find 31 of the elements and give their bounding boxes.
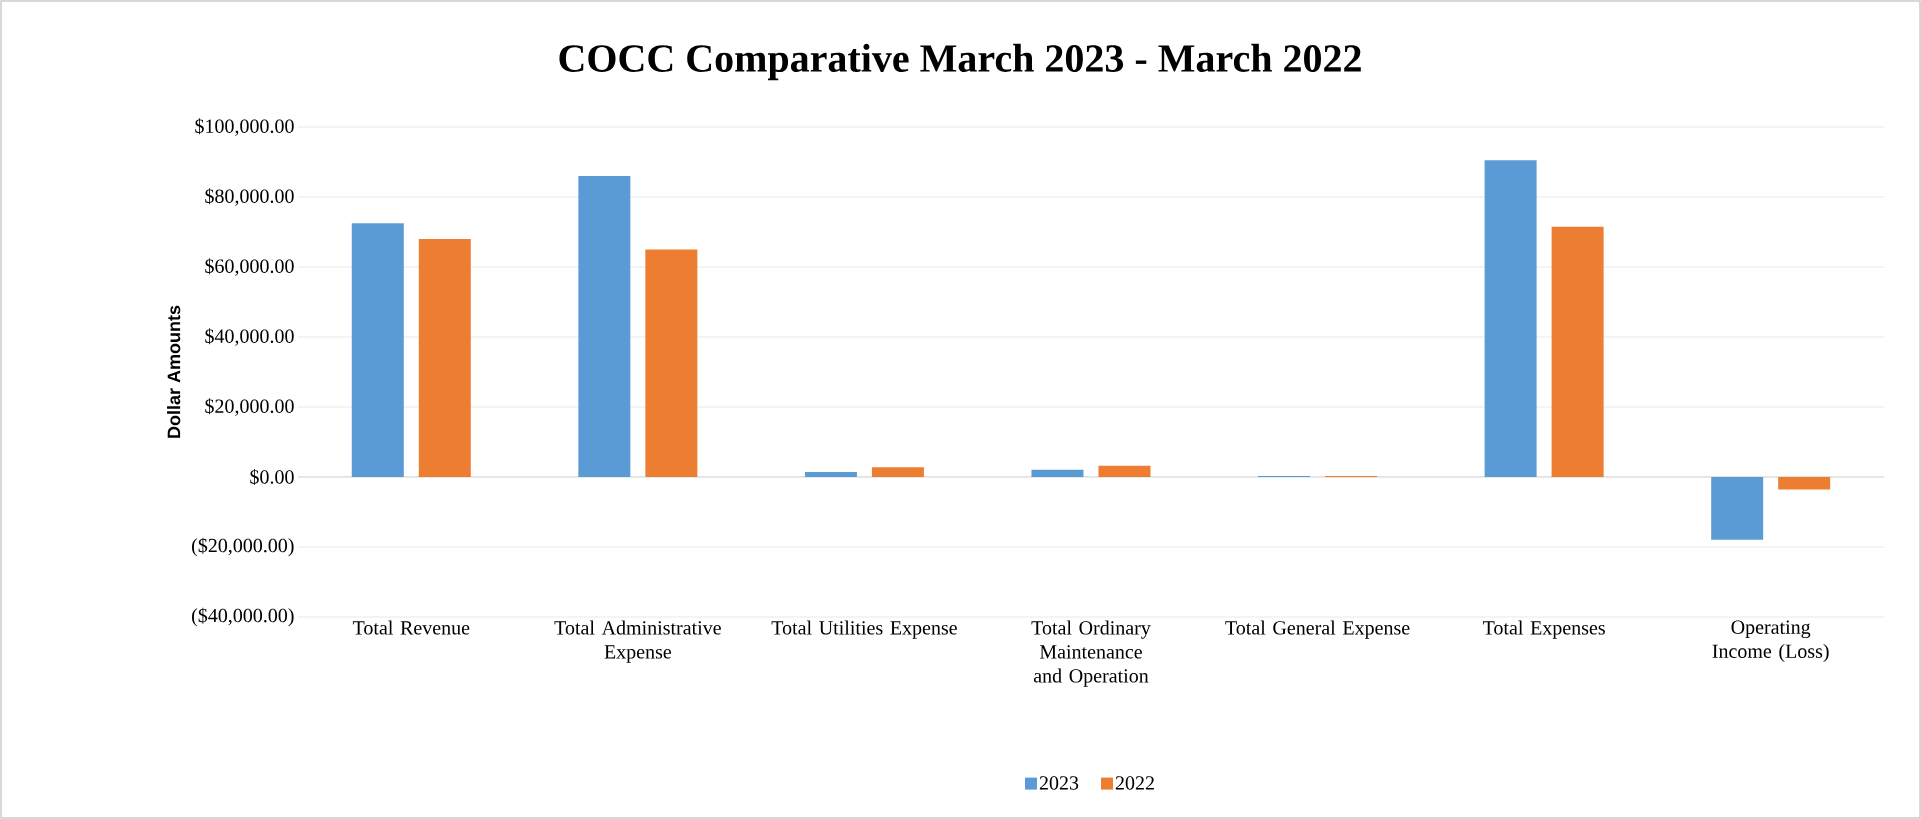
bar (1711, 477, 1764, 540)
x-tick-label: Total General Expense (1225, 620, 1410, 639)
bar (578, 175, 631, 477)
y-tick-label: $40,000.00 (205, 328, 294, 346)
legend-label: 2022 (1115, 776, 1154, 790)
y-tick-label: ($40,000.00) (192, 607, 294, 627)
x-tick-label: Total Utilities Expense (771, 620, 957, 639)
bar (804, 472, 857, 477)
bar (645, 249, 698, 477)
chart-title: COCC Comparative March 2023 - March 2022 (559, 43, 1361, 81)
bar (871, 467, 924, 477)
bar (1031, 469, 1084, 477)
y-tick-label: ($20,000.00) (192, 537, 294, 557)
x-tick-label: Total Administrative Expense (554, 620, 721, 663)
bar (418, 238, 471, 477)
y-tick-label: $0.00 (250, 469, 294, 485)
bar (1551, 226, 1604, 477)
y-axis-title: Dollar Amounts (167, 305, 181, 438)
bar (351, 223, 404, 477)
y-tick-label: $60,000.00 (205, 258, 294, 276)
y-tick-label: $80,000.00 (205, 188, 294, 206)
x-tick-label: Total Revenue (352, 620, 470, 635)
x-tick-label: Total Ordinary Maintenance and Operation (1031, 620, 1151, 687)
bar (1098, 465, 1151, 477)
legend-label: 2023 (1039, 776, 1079, 790)
x-tick-label: Total Expenses (1482, 620, 1605, 639)
y-tick-label: $20,000.00 (205, 398, 294, 416)
x-tick-label: Operating Income (Loss) (1712, 620, 1829, 663)
bar (1484, 160, 1537, 477)
y-tick-label: $100,000.00 (195, 118, 294, 136)
bar (1778, 477, 1831, 490)
